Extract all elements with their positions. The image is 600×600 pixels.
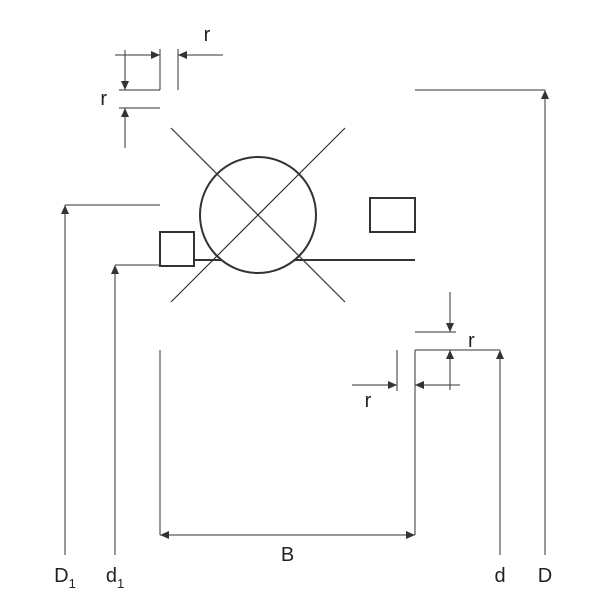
label-r: r (365, 390, 372, 412)
notch-1 (370, 198, 415, 232)
label-r: r (100, 88, 107, 110)
label-B: B (281, 544, 294, 566)
label-D1: D1 (54, 565, 76, 591)
notch-0 (160, 232, 194, 266)
label-r: r (468, 330, 475, 352)
label-d1: d1 (106, 565, 124, 591)
label-r: r (204, 24, 211, 46)
label-d: d (494, 565, 505, 587)
label-D: D (538, 565, 552, 587)
